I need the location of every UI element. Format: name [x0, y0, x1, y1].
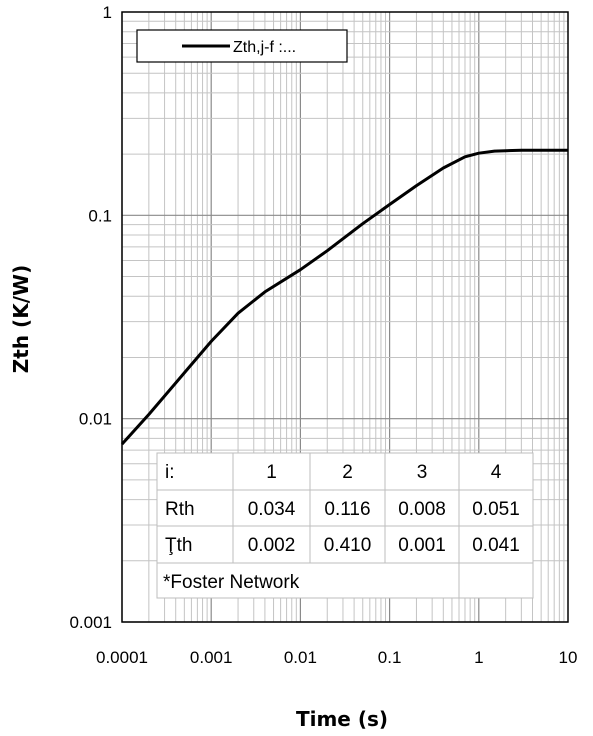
x-tick-label: 0.0001	[96, 648, 148, 667]
table-header-cell: 3	[417, 462, 428, 483]
y-axis-title: Zth (K/W)	[9, 265, 33, 373]
y-tick-label: 0.001	[69, 613, 112, 632]
table-note: *Foster Network	[163, 572, 300, 593]
table-cell: Ţth	[165, 535, 192, 556]
x-tick-label: 1	[474, 648, 483, 667]
table-cell: 0.410	[324, 535, 372, 556]
y-tick-label: 0.1	[88, 206, 112, 225]
y-tick-label: 1	[103, 3, 112, 22]
table-cell: 0.034	[248, 499, 296, 520]
table-cell: 0.041	[472, 535, 520, 556]
foster-network-table: i: 1 2 3 4 Rth 0.034 0.116 0.008 0.051 Ţth 0.002 0.4…	[156, 452, 534, 599]
table-cell: 0.001	[398, 535, 446, 556]
x-axis-title: Time (s)	[296, 707, 388, 731]
series-line-0	[120, 148, 568, 446]
x-tick-label: 10	[559, 648, 578, 667]
tick-labels: 0.0001 0.001 0.01 0.1 1 10 0.001 0.01 0.1 1	[69, 3, 577, 667]
table-cells: i: 1 2 3 4 Rth 0.034 0.116 0.008 0.051 Ţth 0.002 0.4…	[165, 462, 520, 556]
table-cell: Rth	[165, 499, 195, 520]
table-header-cell: 2	[342, 462, 353, 483]
x-tick-label: 0.001	[190, 648, 233, 667]
table-header-cell: 1	[266, 462, 277, 483]
series-layer	[120, 148, 568, 446]
table-header-cell: i:	[165, 462, 175, 483]
table-header-cell: 4	[491, 462, 502, 483]
table-cell: 0.008	[398, 499, 446, 520]
table-cell: 0.051	[472, 499, 520, 520]
table-cell: 0.002	[248, 535, 296, 556]
legend-label: Zth,j-f :...	[233, 39, 296, 56]
plot-frame	[121, 11, 569, 623]
legend-box	[136, 29, 348, 63]
y-tick-label: 0.01	[79, 410, 112, 429]
table-cell: 0.116	[324, 499, 370, 520]
x-tick-label: 0.1	[378, 648, 402, 667]
legend: Zth,j-f :...	[136, 29, 348, 63]
x-tick-label: 0.01	[284, 648, 317, 667]
table-lines	[157, 453, 533, 598]
